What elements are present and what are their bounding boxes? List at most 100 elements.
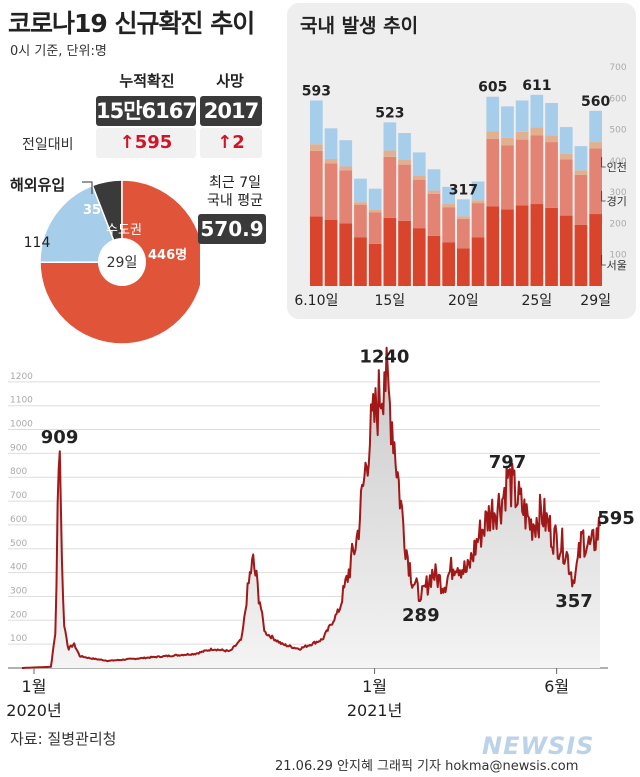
inset-bar-16-series-0 <box>545 207 558 286</box>
inset-bar-7-series-1 <box>412 179 426 229</box>
title-part2: 신규확진 추이 <box>114 9 256 38</box>
inset-value-label-19: 560 <box>581 94 610 110</box>
inset-value-label-15: 611 <box>522 78 551 94</box>
inset-bar-8-series-0 <box>427 235 441 286</box>
inset-bar-11-series-1 <box>471 203 485 238</box>
main-ytick-600: 600 <box>10 515 27 525</box>
donut-segment-0 <box>39 179 200 345</box>
inset-bar-18-series-1 <box>574 174 588 225</box>
credit-line: 21.06.29 안지혜 그래픽 기자 hokma@newsis.com <box>275 759 579 774</box>
main-xtick-year-0: 2020년 <box>6 701 61 720</box>
inset-bar-12-series-3 <box>486 96 500 132</box>
inset-bar-9-series-3 <box>442 186 455 205</box>
main-ytick-300: 300 <box>10 586 27 596</box>
inset-bar-10-series-0 <box>457 248 470 286</box>
inset-bar-0-series-2 <box>310 144 323 151</box>
main-ytick-1100: 1100 <box>10 396 33 406</box>
inset-bar-9-series-1 <box>442 207 455 243</box>
inset-bar-11-series-2 <box>471 200 485 204</box>
main-series-line <box>22 346 601 669</box>
change-label: 전일대비 <box>22 137 74 153</box>
inset-bar-chart: 100 200 300 400 500 600 700 6.10일 15일 20일 25일 29일 59… <box>294 63 627 309</box>
inset-bar-15-series-0 <box>530 204 544 286</box>
inset-bar-6-series-3 <box>398 133 411 160</box>
inset-bar-3-series-0 <box>354 237 367 286</box>
inset-bar-16-series-1 <box>545 142 558 208</box>
inset-bar-5-series-3 <box>383 122 397 151</box>
inset-ytick-400: 400 <box>609 157 626 167</box>
main-ytick-100: 100 <box>10 634 27 644</box>
inset-chart-title: 국내 발생 추이 <box>300 15 419 37</box>
inset-bar-15-series-3 <box>530 94 544 128</box>
inset-bar-8-series-2 <box>427 190 441 194</box>
inset-bar-11-series-3 <box>471 181 485 201</box>
main-annotation-909: 909 <box>41 427 79 448</box>
inset-bar-17-series-3 <box>559 127 573 154</box>
avg-label: 최근 7일 국내 평균 <box>200 174 270 210</box>
deaths-value: 2017 <box>200 96 262 126</box>
inset-bar-14-series-2 <box>515 131 529 140</box>
donut-center-label: 29일 <box>107 255 138 271</box>
inset-bar-4-series-3 <box>368 188 382 210</box>
inset-bar-6-series-2 <box>398 159 411 165</box>
inset-bar-18-series-2 <box>574 170 588 175</box>
inset-bar-18-series-0 <box>574 224 588 286</box>
donut-chart: 29일 수도권 446명 114 35 <box>24 179 200 345</box>
inset-bar-13-series-1 <box>501 145 514 210</box>
page-subtitle: 0시 기준, 단위:명 <box>10 44 107 59</box>
inset-bar-19-series-2 <box>589 142 602 149</box>
inset-bar-10-series-3 <box>457 199 470 217</box>
main-annotation-595: 595 <box>597 508 635 529</box>
inset-value-label-10: 317 <box>449 182 478 198</box>
donut-title: 해외유입 <box>10 176 66 194</box>
inset-bar-11-series-0 <box>471 237 485 286</box>
inset-bar-2-series-1 <box>339 170 353 224</box>
inset-bar-2-series-3 <box>339 140 353 167</box>
inset-ytick-300: 300 <box>609 188 626 198</box>
main-ytick-400: 400 <box>10 563 27 573</box>
title-part1: 코로나19 <box>8 9 108 38</box>
main-ytick-200: 200 <box>10 610 27 620</box>
inset-bar-4-series-2 <box>368 209 382 213</box>
inset-bar-13-series-2 <box>501 137 514 146</box>
inset-legend-0: 인천 <box>607 160 627 174</box>
inset-bar-19-series-0 <box>589 214 602 286</box>
donut-seg-value-1: 114 <box>24 235 51 251</box>
main-ytick-500: 500 <box>10 539 27 549</box>
inset-bar-15-series-1 <box>530 135 544 205</box>
inset-bar-10-series-2 <box>457 216 470 219</box>
inset-bar-7-series-0 <box>412 228 426 286</box>
main-xtick-0: 1월 <box>22 677 47 696</box>
source-note: 자료: 질병관리청 <box>10 730 117 748</box>
inset-xtick-0: 6.10일 <box>294 293 338 309</box>
main-annotation-1240: 1240 <box>359 346 409 367</box>
inset-value-label-0: 593 <box>302 83 331 99</box>
inset-bar-0-series-0 <box>310 216 323 286</box>
inset-bar-16-series-3 <box>545 102 558 136</box>
donut-leader-line <box>82 181 93 194</box>
inset-legend-1: 경기 <box>607 195 627 208</box>
inset-bar-4-series-0 <box>368 243 382 286</box>
inset-bar-7-series-3 <box>412 152 426 176</box>
inset-ytick-200: 200 <box>609 219 626 229</box>
main-annotation-289: 289 <box>402 605 440 626</box>
deaths-change: ↑2 <box>200 128 262 158</box>
cumulative-label: 누적확진 <box>119 72 175 90</box>
inset-xtick-1: 15일 <box>374 293 405 309</box>
main-ytick-900: 900 <box>10 443 27 453</box>
inset-bar-10-series-1 <box>457 218 470 249</box>
main-xtick-year-1: 2021년 <box>347 701 402 720</box>
inset-bar-4-series-1 <box>368 212 382 244</box>
inset-legend-leader-2 <box>601 255 606 266</box>
inset-bar-6-series-0 <box>398 220 411 286</box>
inset-bar-5-series-1 <box>383 156 397 218</box>
inset-xtick-3: 25일 <box>521 293 552 309</box>
inset-bar-2-series-0 <box>339 223 353 286</box>
inset-bar-9-series-2 <box>442 204 455 208</box>
inset-bar-6-series-1 <box>398 164 411 221</box>
donut-seg-value-0: 446명 <box>148 247 187 263</box>
inset-value-label-5: 523 <box>375 105 404 121</box>
inset-bar-3-series-3 <box>354 178 367 203</box>
main-area-fill <box>22 347 600 668</box>
inset-bar-1-series-0 <box>324 219 338 286</box>
